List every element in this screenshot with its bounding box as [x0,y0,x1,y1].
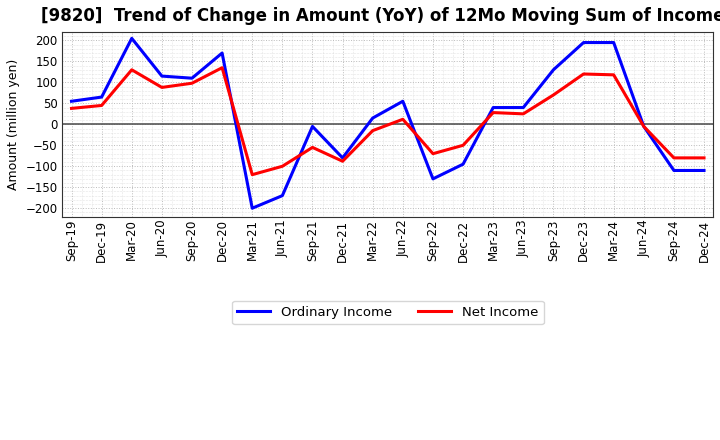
Y-axis label: Amount (million yen): Amount (million yen) [7,59,20,190]
Ordinary Income [549,67,558,73]
Line: Net Income: Net Income [71,68,704,175]
Ordinary Income [428,176,437,181]
Net Income [338,158,347,164]
Ordinary Income [398,99,407,104]
Net Income [188,81,197,86]
Net Income [127,67,136,73]
Net Income [459,143,467,148]
Legend: Ordinary Income, Net Income: Ordinary Income, Net Income [232,301,544,324]
Net Income [549,92,558,98]
Ordinary Income [97,95,106,100]
Net Income [609,72,618,77]
Net Income [97,103,106,108]
Ordinary Income [217,51,226,56]
Ordinary Income [158,73,166,79]
Ordinary Income [519,105,528,110]
Net Income [217,65,226,70]
Net Income [700,155,708,161]
Ordinary Income [308,124,317,129]
Ordinary Income [248,205,256,211]
Net Income [428,151,437,156]
Ordinary Income [670,168,678,173]
Ordinary Income [369,115,377,121]
Net Income [639,124,648,129]
Net Income [369,128,377,133]
Net Income [519,111,528,117]
Net Income [67,106,76,111]
Ordinary Income [579,40,588,45]
Net Income [248,172,256,177]
Ordinary Income [639,124,648,129]
Net Income [670,155,678,161]
Net Income [158,85,166,90]
Net Income [308,145,317,150]
Net Income [489,110,498,115]
Line: Ordinary Income: Ordinary Income [71,38,704,208]
Net Income [398,117,407,122]
Ordinary Income [127,36,136,41]
Ordinary Income [338,155,347,161]
Net Income [579,71,588,77]
Ordinary Income [67,99,76,104]
Ordinary Income [609,40,618,45]
Net Income [278,164,287,169]
Title: [9820]  Trend of Change in Amount (YoY) of 12Mo Moving Sum of Incomes: [9820] Trend of Change in Amount (YoY) o… [41,7,720,25]
Ordinary Income [188,76,197,81]
Ordinary Income [459,161,467,167]
Ordinary Income [489,105,498,110]
Ordinary Income [700,168,708,173]
Ordinary Income [278,193,287,198]
